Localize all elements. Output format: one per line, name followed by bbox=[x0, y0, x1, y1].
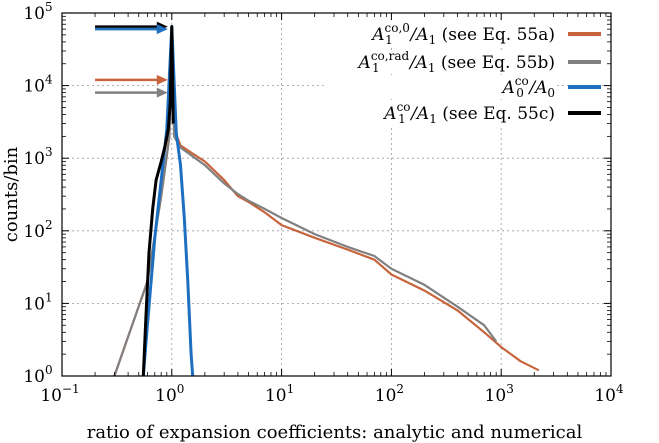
series-layer bbox=[113, 25, 540, 377]
legend-bg bbox=[326, 22, 556, 46]
arrow-head-blue bbox=[156, 24, 168, 35]
legend-label-orange: Aco,0 1/A1 (see Eq. 55a) bbox=[370, 21, 555, 47]
x-tick-label: 10−1 bbox=[40, 382, 79, 406]
x-tick-base: 10 bbox=[265, 386, 287, 406]
legend-sup: co,rad bbox=[371, 49, 410, 63]
legend: Aco,0 1/A1 (see Eq. 55a)Aco,rad 1/A1 (see … bbox=[326, 21, 601, 126]
legend-rest-sub: 1 bbox=[428, 61, 436, 75]
arrow-layer bbox=[95, 21, 168, 98]
legend-main: A bbox=[500, 78, 514, 98]
legend-rest: /A bbox=[408, 53, 428, 73]
x-axis-label: ratio of expansion coefficients: analyti… bbox=[87, 422, 583, 443]
y-tick-base: 10 bbox=[23, 294, 45, 314]
legend-rest-sub: 0 bbox=[547, 86, 555, 100]
legend-label-black: Aco 1/A1 (see Eq. 55c) bbox=[382, 100, 555, 126]
legend-main: A bbox=[370, 25, 384, 45]
y-tick-base: 10 bbox=[23, 222, 45, 242]
x-tick-base: 10 bbox=[375, 386, 397, 406]
y-tick-exponent: 2 bbox=[45, 218, 53, 232]
legend-sub: 1 bbox=[385, 33, 393, 47]
y-tick-base: 10 bbox=[23, 367, 45, 387]
legend-main: A bbox=[382, 104, 396, 124]
legend-sup: co bbox=[397, 100, 411, 114]
y-tick-exponent: 5 bbox=[45, 0, 53, 14]
y-axis-label: counts/bin bbox=[1, 146, 22, 242]
y-tick-label: 105 bbox=[23, 0, 52, 24]
legend-sub: 0 bbox=[516, 86, 524, 100]
y-tick-label: 102 bbox=[23, 218, 52, 242]
y-tick-exponent: 1 bbox=[45, 290, 53, 304]
legend-rest-sub: 1 bbox=[429, 112, 437, 126]
x-tick-exponent: −1 bbox=[62, 382, 80, 396]
legend-rest: /A bbox=[409, 25, 429, 45]
legend-rest: /A bbox=[527, 78, 547, 98]
y-tick-base: 10 bbox=[23, 149, 45, 169]
x-tick-label: 104 bbox=[594, 382, 624, 406]
y-tick-label: 103 bbox=[23, 145, 52, 169]
y-tick-label: 101 bbox=[23, 290, 52, 314]
y-tick-label: 100 bbox=[23, 363, 52, 387]
x-tick-exponent: 3 bbox=[506, 382, 514, 396]
y-tick-exponent: 0 bbox=[45, 363, 53, 377]
x-tick-exponent: 1 bbox=[287, 382, 295, 396]
x-tick-base: 10 bbox=[155, 386, 177, 406]
legend-main: A bbox=[357, 53, 371, 73]
series-line-black bbox=[141, 25, 175, 377]
x-tick-label: 100 bbox=[155, 382, 184, 406]
x-tick-label: 102 bbox=[375, 382, 404, 406]
x-tick-label: 101 bbox=[265, 382, 294, 406]
legend-tail: (see Eq. 55b) bbox=[435, 53, 555, 73]
y-tick-exponent: 3 bbox=[45, 145, 53, 159]
legend-tail: (see Eq. 55a) bbox=[436, 25, 555, 45]
y-tick-label: 104 bbox=[23, 73, 53, 97]
x-tick-base: 10 bbox=[485, 386, 507, 406]
x-tick-exponent: 4 bbox=[616, 382, 624, 396]
legend-bg bbox=[326, 50, 556, 74]
legend-sub: 1 bbox=[372, 61, 380, 75]
legend-label-gray: Aco,rad 1/A1 (see Eq. 55b) bbox=[357, 49, 555, 75]
plot-frame bbox=[61, 12, 612, 377]
arrow-head-gray bbox=[156, 87, 168, 98]
legend-tail: (see Eq. 55c) bbox=[437, 104, 555, 124]
x-tick-base: 10 bbox=[40, 386, 62, 406]
x-tick-label: 103 bbox=[485, 382, 514, 406]
x-tick-base: 10 bbox=[594, 386, 616, 406]
y-tick-base: 10 bbox=[23, 77, 45, 97]
y-tick-base: 10 bbox=[23, 4, 45, 24]
legend-sup: co bbox=[515, 74, 529, 88]
legend-bg bbox=[326, 75, 556, 99]
legend-rest-sub: 1 bbox=[429, 33, 437, 47]
legend-sub: 1 bbox=[398, 112, 406, 126]
arrow-head-orange bbox=[156, 74, 168, 85]
y-tick-exponent: 4 bbox=[45, 73, 53, 87]
legend-sup: co,0 bbox=[385, 21, 410, 35]
x-tick-exponent: 2 bbox=[396, 382, 404, 396]
legend-rest: /A bbox=[409, 104, 429, 124]
legend-bg bbox=[326, 101, 556, 125]
legend-label-blue: Aco 0/A0 bbox=[500, 74, 555, 100]
x-tick-exponent: 0 bbox=[177, 382, 185, 396]
